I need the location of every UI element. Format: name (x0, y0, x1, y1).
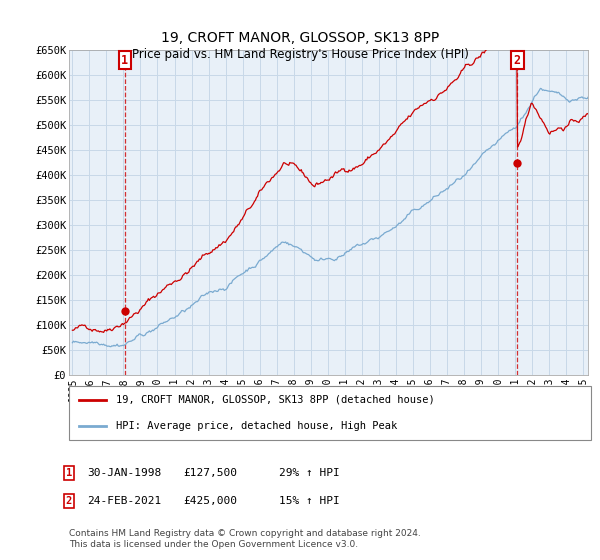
Text: 19, CROFT MANOR, GLOSSOP, SK13 8PP (detached house): 19, CROFT MANOR, GLOSSOP, SK13 8PP (deta… (116, 395, 435, 405)
Text: 15% ↑ HPI: 15% ↑ HPI (279, 496, 340, 506)
Text: £127,500: £127,500 (183, 468, 237, 478)
Text: Contains HM Land Registry data © Crown copyright and database right 2024.
This d: Contains HM Land Registry data © Crown c… (69, 529, 421, 549)
Text: 24-FEB-2021: 24-FEB-2021 (87, 496, 161, 506)
Text: 2: 2 (514, 54, 521, 67)
Text: 30-JAN-1998: 30-JAN-1998 (87, 468, 161, 478)
Text: 29% ↑ HPI: 29% ↑ HPI (279, 468, 340, 478)
Text: HPI: Average price, detached house, High Peak: HPI: Average price, detached house, High… (116, 421, 397, 431)
Text: 1: 1 (66, 468, 72, 478)
Text: 2: 2 (66, 496, 72, 506)
Text: 19, CROFT MANOR, GLOSSOP, SK13 8PP: 19, CROFT MANOR, GLOSSOP, SK13 8PP (161, 31, 439, 45)
FancyBboxPatch shape (69, 386, 591, 440)
Text: 1: 1 (121, 54, 128, 67)
Text: Price paid vs. HM Land Registry's House Price Index (HPI): Price paid vs. HM Land Registry's House … (131, 48, 469, 60)
Text: £425,000: £425,000 (183, 496, 237, 506)
